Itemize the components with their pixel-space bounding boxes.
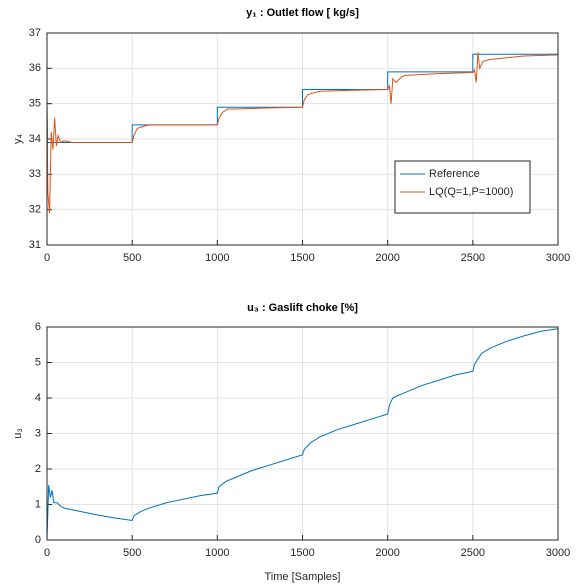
data-line <box>46 328 559 541</box>
x-tick-label: 3000 <box>546 252 570 264</box>
y-tick-label: 3 <box>35 427 41 439</box>
legend-box <box>394 160 531 214</box>
y-tick-label: 6 <box>35 321 41 333</box>
x-tick-label: 500 <box>123 252 141 264</box>
x-tick-label: 0 <box>44 547 50 559</box>
y-tick-label: 33 <box>29 168 41 180</box>
y-axis-label: y₄ <box>12 134 24 145</box>
x-tick-label: 1000 <box>205 252 229 264</box>
y-tick-label: 1 <box>35 498 41 510</box>
y-tick-label: 35 <box>29 98 41 110</box>
x-tick-label: 1500 <box>290 547 314 559</box>
x-tick-label: 2000 <box>375 252 399 264</box>
y-tick-label: 32 <box>29 204 41 216</box>
x-tick-label: 500 <box>123 547 141 559</box>
chart-title: y₁ : Outlet flow [ kg/s] <box>246 7 359 19</box>
y-tick-label: 36 <box>29 62 41 74</box>
legend-label: Reference <box>429 168 480 180</box>
x-axis-label: Time [Samples] <box>264 571 340 583</box>
plot-box <box>46 32 559 246</box>
y-tick-label: 34 <box>29 133 41 145</box>
y-axis-label: u₃ <box>12 428 24 439</box>
x-tick-label: 0 <box>44 252 50 264</box>
x-tick-label: 1500 <box>290 252 314 264</box>
chart-title: u₃ : Gaslift choke [%] <box>247 302 358 314</box>
y-tick-label: 0 <box>35 534 41 546</box>
y-tick-label: 2 <box>35 463 41 475</box>
x-tick-label: 3000 <box>546 547 570 559</box>
y-tick-label: 37 <box>29 27 41 39</box>
legend-label: LQ(Q=1,P=1000) <box>429 186 513 198</box>
plot-box <box>46 326 559 541</box>
x-tick-label: 2500 <box>461 547 485 559</box>
x-tick-label: 2500 <box>461 252 485 264</box>
y-tick-label: 4 <box>35 392 41 404</box>
legend: Reference LQ(Q=1,P=1000) <box>394 160 531 214</box>
x-tick-label: 2000 <box>375 547 399 559</box>
x-tick-label: 1000 <box>205 547 229 559</box>
y-tick-label: 5 <box>35 356 41 368</box>
y-tick-label: 31 <box>29 239 41 251</box>
data-line <box>46 52 559 214</box>
